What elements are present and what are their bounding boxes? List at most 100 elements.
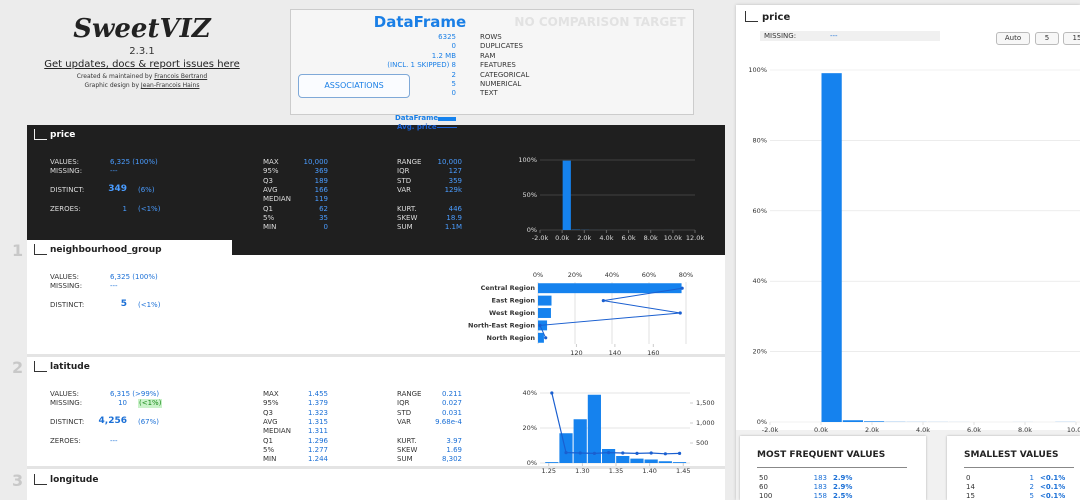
- compare-title: NO COMPARISON TARGET: [514, 15, 686, 29]
- stat-label: KURT.: [397, 204, 417, 213]
- table-count: 183: [813, 474, 827, 482]
- table-card: [740, 436, 926, 500]
- stat-label: STD: [397, 176, 412, 185]
- table-value: 60: [759, 483, 768, 491]
- stat-label: AVG: [263, 417, 278, 426]
- stat-label: AVG: [263, 185, 278, 194]
- table-count: 158: [813, 492, 827, 500]
- stat-label: VAR: [397, 417, 411, 426]
- feature-name: longitude: [50, 475, 99, 485]
- bin-button[interactable]: 15: [1063, 32, 1080, 45]
- credit-name: Francois Bertrand: [154, 73, 208, 80]
- stat-label: Q1: [263, 436, 273, 445]
- stat-value: 1.315: [307, 417, 328, 426]
- docs-link[interactable]: Get updates, docs & report issues here: [44, 59, 240, 70]
- stat-label: 5%: [263, 445, 275, 454]
- dark-card: [27, 125, 725, 240]
- stat-value: 127: [448, 167, 462, 176]
- table-pct: <0.1%: [1040, 492, 1066, 500]
- feature-index: 2: [12, 358, 24, 377]
- stat-label: IQR: [397, 399, 410, 408]
- table-pct: 2.5%: [833, 492, 853, 500]
- stat-pct: (67%): [138, 418, 160, 426]
- summary-value: 1.2 MB: [431, 51, 456, 60]
- feature-name: latitude: [50, 362, 90, 372]
- feature-name: neighbourhood_group: [50, 245, 162, 255]
- stat-value: 10,000: [437, 158, 463, 166]
- stat-label: MEDIAN: [263, 195, 291, 204]
- right-panel: [736, 5, 1080, 500]
- stat-value: 349: [108, 184, 127, 194]
- table-value: 14: [966, 483, 975, 491]
- stat-label: 95%: [263, 167, 279, 176]
- credit-line: Created & maintained by Francois Bertran…: [77, 73, 207, 81]
- table-count: 183: [813, 483, 827, 491]
- associations-button[interactable]: ASSOCIATIONS: [298, 74, 410, 98]
- stat-value: 119: [314, 195, 328, 204]
- stat-label: DISTINCT:: [50, 186, 85, 194]
- table-title: SMALLEST VALUES: [964, 450, 1059, 460]
- summary-value: (INCL. 1 SKIPPED) 8: [387, 61, 456, 70]
- summary-label: TEXT: [480, 89, 498, 98]
- version: 2.3.1: [129, 46, 155, 57]
- bin-button[interactable]: 5: [1035, 32, 1059, 45]
- table-count: 1: [1029, 474, 1034, 482]
- legend-label: DataFrame: [395, 114, 439, 122]
- stat-label: MIN: [263, 223, 277, 232]
- summary-value: 0: [451, 42, 456, 51]
- stat-pct: (<1%): [138, 301, 161, 309]
- stat-label: SUM: [397, 455, 413, 464]
- stat-value: 1.69: [446, 445, 462, 454]
- table-value: 15: [966, 492, 975, 500]
- stat-label: MISSING:: [50, 399, 83, 407]
- missing-label: MISSING:: [764, 32, 797, 40]
- stat-label: VALUES:: [50, 273, 80, 281]
- stat-label: Q1: [263, 204, 273, 213]
- stat-label: DISTINCT:: [50, 301, 85, 309]
- feature-icon: [34, 244, 47, 255]
- design-name: Jean-Francois Hains: [140, 82, 200, 89]
- summary-label: ROWS: [480, 33, 502, 41]
- stat-value: 1.296: [307, 436, 328, 445]
- stat-pct: (<1%): [138, 399, 163, 408]
- credit-line: Graphic design by Jean-Francois Hains: [85, 82, 200, 90]
- missing-bar: [760, 31, 940, 41]
- stat-label: 5%: [263, 213, 275, 222]
- stat-label: ZEROES:: [50, 205, 81, 213]
- stat-value: 10,000: [303, 158, 329, 166]
- feature-name: price: [50, 130, 76, 140]
- stat-value: 1.323: [307, 408, 328, 417]
- stat-label: KURT.: [397, 436, 417, 445]
- stat-value: 0.027: [441, 399, 462, 408]
- stat-value: 166: [314, 185, 328, 194]
- stat-label: Q3: [263, 408, 273, 417]
- stat-label: SKEW: [397, 445, 418, 454]
- bin-button[interactable]: Auto: [996, 32, 1030, 45]
- stat-value: 0: [323, 223, 328, 232]
- feature-icon: [34, 474, 47, 485]
- logo: SweetVIZ: [73, 14, 211, 44]
- stat-value: 1.379: [307, 399, 328, 408]
- stat-value: 0.031: [441, 408, 462, 417]
- credit-text: Created & maintained by: [76, 73, 153, 80]
- feature-icon: [34, 129, 47, 140]
- missing-value: ---: [830, 32, 838, 40]
- stat-value: 62: [319, 204, 328, 213]
- summary-label: NUMERICAL: [480, 80, 522, 88]
- table-pct: 2.9%: [833, 474, 853, 482]
- stat-label: STD: [397, 408, 412, 417]
- table-value: 0: [966, 474, 971, 482]
- stat-value: 5: [120, 299, 127, 309]
- table-rule: [757, 467, 907, 468]
- summary-title: DataFrame: [373, 13, 467, 31]
- table-card: [947, 436, 1080, 500]
- stat-label: MAX: [263, 158, 279, 166]
- stat-value: 446: [448, 204, 462, 213]
- stat-label: SUM: [397, 223, 413, 232]
- stat-value: 369: [314, 167, 328, 176]
- feature-index: 1: [12, 241, 24, 260]
- summary-label: RAM: [480, 51, 496, 60]
- stat-label: IQR: [397, 167, 410, 176]
- summary-label: CATEGORICAL: [480, 70, 530, 79]
